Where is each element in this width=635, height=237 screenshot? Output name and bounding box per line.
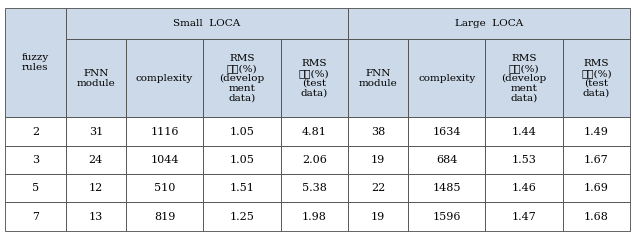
Bar bbox=[563, 39, 630, 118]
Text: RMS
오차(%)
(test
data): RMS 오차(%) (test data) bbox=[299, 59, 330, 98]
Bar bbox=[65, 174, 126, 202]
Text: 1485: 1485 bbox=[432, 183, 461, 193]
Bar bbox=[348, 146, 408, 174]
Bar bbox=[348, 174, 408, 202]
Bar bbox=[485, 118, 563, 146]
Text: 1044: 1044 bbox=[150, 155, 179, 165]
Text: 7: 7 bbox=[32, 212, 39, 222]
Bar bbox=[348, 8, 630, 39]
Bar bbox=[348, 202, 408, 231]
Bar bbox=[65, 118, 126, 146]
Bar bbox=[408, 174, 485, 202]
Bar bbox=[281, 118, 348, 146]
Text: 819: 819 bbox=[154, 212, 175, 222]
Bar bbox=[65, 146, 126, 174]
Bar bbox=[203, 202, 281, 231]
Bar bbox=[485, 202, 563, 231]
Bar bbox=[65, 8, 348, 39]
Text: 1.69: 1.69 bbox=[584, 183, 609, 193]
Bar bbox=[203, 174, 281, 202]
Bar bbox=[408, 202, 485, 231]
Text: 1.67: 1.67 bbox=[584, 155, 609, 165]
Text: 1634: 1634 bbox=[432, 127, 461, 137]
Text: FNN
module: FNN module bbox=[359, 69, 398, 88]
Bar bbox=[5, 174, 65, 202]
Text: 1.68: 1.68 bbox=[584, 212, 609, 222]
Text: 1.98: 1.98 bbox=[302, 212, 326, 222]
Text: 5: 5 bbox=[32, 183, 39, 193]
Bar bbox=[348, 118, 408, 146]
Text: RMS
오차(%)
(develop
ment
data): RMS 오차(%) (develop ment data) bbox=[502, 54, 547, 103]
Bar bbox=[5, 146, 65, 174]
Bar bbox=[281, 202, 348, 231]
Bar bbox=[485, 174, 563, 202]
Text: 19: 19 bbox=[371, 155, 385, 165]
Bar bbox=[485, 39, 563, 118]
Bar bbox=[408, 118, 485, 146]
Text: 510: 510 bbox=[154, 183, 175, 193]
Text: 1.49: 1.49 bbox=[584, 127, 609, 137]
Text: RMS
오차(%)
(develop
ment
data): RMS 오차(%) (develop ment data) bbox=[219, 54, 264, 103]
Bar bbox=[203, 39, 281, 118]
Bar bbox=[126, 39, 203, 118]
Text: 2: 2 bbox=[32, 127, 39, 137]
Text: 1.25: 1.25 bbox=[229, 212, 254, 222]
Bar bbox=[5, 202, 65, 231]
Bar bbox=[126, 202, 203, 231]
Text: 38: 38 bbox=[371, 127, 385, 137]
Text: 3: 3 bbox=[32, 155, 39, 165]
Text: 2.06: 2.06 bbox=[302, 155, 326, 165]
Bar bbox=[348, 39, 408, 118]
Bar bbox=[485, 146, 563, 174]
Text: 1.05: 1.05 bbox=[229, 155, 254, 165]
Bar bbox=[65, 202, 126, 231]
Bar bbox=[203, 146, 281, 174]
Text: 31: 31 bbox=[89, 127, 103, 137]
Bar bbox=[126, 174, 203, 202]
Text: 1596: 1596 bbox=[432, 212, 461, 222]
Text: FNN
module: FNN module bbox=[76, 69, 115, 88]
Bar bbox=[408, 39, 485, 118]
Bar bbox=[281, 174, 348, 202]
Bar bbox=[408, 146, 485, 174]
Bar bbox=[563, 174, 630, 202]
Bar bbox=[563, 202, 630, 231]
Text: 684: 684 bbox=[436, 155, 457, 165]
Bar bbox=[5, 8, 65, 118]
Bar bbox=[5, 118, 65, 146]
Text: 1116: 1116 bbox=[150, 127, 179, 137]
Text: 13: 13 bbox=[89, 212, 103, 222]
Text: RMS
오차(%)
(test
data): RMS 오차(%) (test data) bbox=[581, 59, 612, 98]
Text: 1.53: 1.53 bbox=[512, 155, 537, 165]
Text: 19: 19 bbox=[371, 212, 385, 222]
Text: 4.81: 4.81 bbox=[302, 127, 326, 137]
Bar bbox=[65, 39, 126, 118]
Text: 24: 24 bbox=[89, 155, 103, 165]
Text: 1.47: 1.47 bbox=[512, 212, 537, 222]
Bar bbox=[563, 146, 630, 174]
Text: 5.38: 5.38 bbox=[302, 183, 326, 193]
Text: 1.46: 1.46 bbox=[512, 183, 537, 193]
Bar bbox=[563, 118, 630, 146]
Text: 22: 22 bbox=[371, 183, 385, 193]
Bar bbox=[281, 146, 348, 174]
Bar bbox=[203, 118, 281, 146]
Text: 12: 12 bbox=[89, 183, 103, 193]
Bar bbox=[126, 146, 203, 174]
Text: Large  LOCA: Large LOCA bbox=[455, 19, 523, 28]
Text: complexity: complexity bbox=[136, 74, 193, 83]
Bar bbox=[126, 118, 203, 146]
Bar bbox=[281, 39, 348, 118]
Text: complexity: complexity bbox=[418, 74, 476, 83]
Text: fuzzy
rules: fuzzy rules bbox=[22, 53, 49, 72]
Text: 1.51: 1.51 bbox=[229, 183, 254, 193]
Text: Small  LOCA: Small LOCA bbox=[173, 19, 240, 28]
Text: 1.05: 1.05 bbox=[229, 127, 254, 137]
Text: 1.44: 1.44 bbox=[512, 127, 537, 137]
